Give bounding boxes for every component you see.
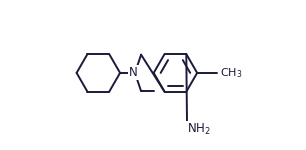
Text: N: N: [129, 66, 138, 79]
Text: CH$_3$: CH$_3$: [220, 66, 243, 80]
Text: NH$_2$: NH$_2$: [187, 121, 211, 136]
